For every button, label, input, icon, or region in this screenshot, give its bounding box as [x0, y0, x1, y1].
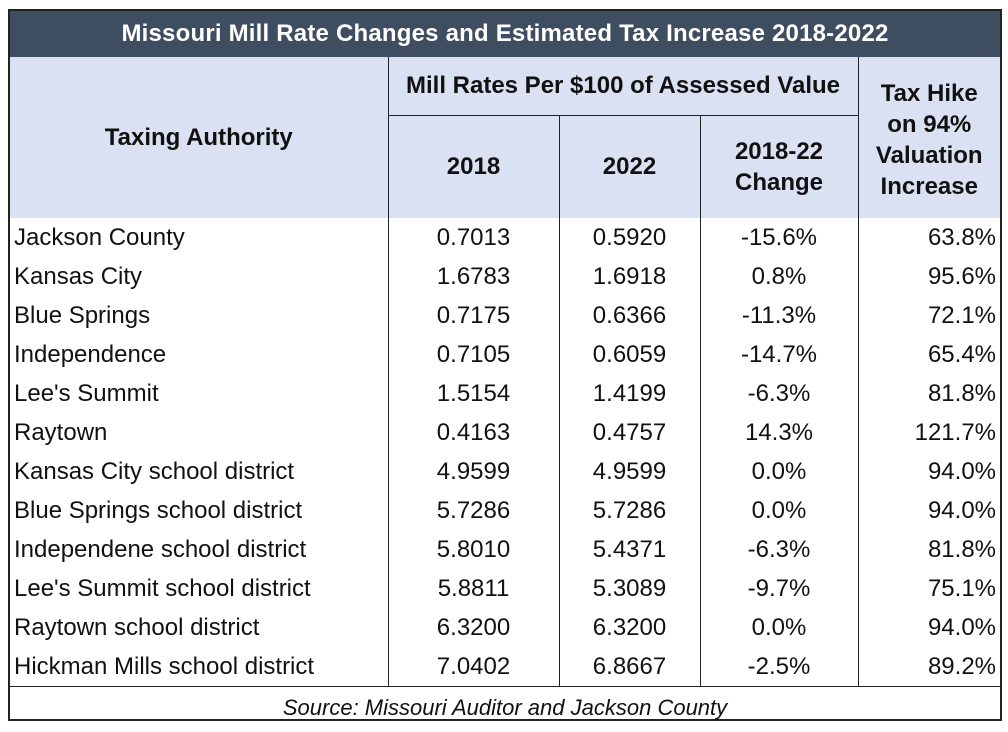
tax-hike-cell: 81.8% — [857, 374, 1001, 413]
rate-2022-cell: 5.3089 — [558, 569, 700, 608]
change-cell: 0.8% — [699, 257, 858, 296]
header-mill-rates-group: Mill Rates Per $100 of Assessed Value — [387, 57, 858, 116]
change-cell: 0.0% — [699, 608, 858, 647]
rate-2018-cell: 0.7175 — [387, 296, 559, 335]
table-row: Jackson County 0.7013 0.5920 -15.6% 63.8% — [10, 218, 1001, 257]
authority-cell: Independence — [14, 340, 167, 368]
authority-cell: Jackson County — [14, 223, 185, 251]
table-row: Independence 0.7105 0.6059 -14.7% 65.4% — [10, 335, 1001, 374]
change-cell: -6.3% — [699, 530, 858, 569]
tax-hike-cell: 94.0% — [857, 608, 1001, 647]
source-note: Source: Missouri Auditor and Jackson Cou… — [10, 686, 1001, 729]
rate-2018-cell: 1.5154 — [387, 374, 559, 413]
change-cell: 0.0% — [699, 491, 858, 530]
table-row: Blue Springs school district 5.7286 5.7286… — [10, 491, 1001, 530]
rate-2022-cell: 1.6918 — [558, 257, 700, 296]
authority-cell: Blue Springs — [14, 301, 151, 329]
header-taxing-authority: Taxing Authority — [10, 57, 388, 218]
rate-2018-cell: 1.6783 — [387, 257, 559, 296]
header-tax-hike-line: Valuation — [875, 142, 983, 169]
rate-2022-cell: 5.7286 — [558, 491, 700, 530]
rate-2022-cell: 5.4371 — [558, 530, 700, 569]
header-tax-hike-line: Tax Hike — [880, 79, 978, 107]
change-cell: -6.3% — [699, 374, 858, 413]
table-row: Kansas City school district 4.9599 4.9599 0… — [10, 452, 1001, 491]
header-change: 2018-22 Change — [699, 115, 858, 218]
change-cell: -14.7% — [699, 335, 858, 374]
authority-cell: Kansas City — [14, 262, 143, 290]
header-change-line: 2018-22 — [734, 137, 824, 165]
authority-cell: Raytown — [14, 418, 108, 446]
tax-hike-cell: 89.2% — [857, 647, 1001, 687]
header-2022: 2022 — [558, 115, 700, 218]
authority-cell: Kansas City school district — [14, 457, 295, 485]
tax-hike-cell: 94.0% — [857, 491, 1001, 530]
table-row: Hickman Mills school district 7.0402 6.866… — [10, 647, 1001, 687]
table-row: Blue Springs 0.7175 0.6366 -11.3% 72.1% — [10, 296, 1001, 335]
rate-2018-cell: 5.8811 — [387, 569, 559, 608]
tax-hike-cell: 63.8% — [857, 218, 1001, 257]
rate-2022-cell: 0.6059 — [558, 335, 700, 374]
table-row: Raytown school district 6.3200 6.3200 0.0% 9… — [10, 608, 1001, 647]
tax-hike-cell: 121.7% — [857, 413, 1001, 452]
authority-cell: Raytown school district — [14, 613, 260, 641]
header-tax-hike-line: on 94% — [887, 110, 972, 138]
table-row: Raytown 0.4163 0.4757 14.3% 121.7% — [10, 413, 1001, 452]
tax-hike-cell: 95.6% — [857, 257, 1001, 296]
rate-2018-cell: 7.0402 — [387, 647, 559, 687]
header-tax-hike-line: Increase — [880, 173, 978, 201]
rate-2018-cell: 5.7286 — [387, 491, 559, 530]
change-cell: 0.0% — [699, 452, 858, 491]
table-title: Missouri Mill Rate Changes and Estimated… — [10, 11, 1001, 57]
change-cell: -2.5% — [699, 647, 858, 687]
table-row: Independene school district 5.8010 5.4371-… — [10, 530, 1001, 569]
rate-2018-cell: 0.7013 — [387, 218, 559, 257]
rate-2018-cell: 4.9599 — [387, 452, 559, 491]
tax-hike-cell: 81.8% — [857, 530, 1001, 569]
authority-cell: Independene school district — [14, 535, 307, 563]
header-change-line: Change — [734, 169, 823, 196]
header-tax-hike: Tax Hike on 94% Valuation Increase — [857, 57, 1001, 218]
rate-2018-cell: 0.4163 — [387, 413, 559, 452]
authority-cell: Blue Springs school district — [14, 496, 303, 524]
change-cell: -15.6% — [699, 218, 858, 257]
rate-2018-cell: 5.8010 — [387, 530, 559, 569]
rate-2022-cell: 0.4757 — [558, 413, 700, 452]
authority-cell: Lee's Summit — [14, 379, 159, 407]
rate-2022-cell: 6.3200 — [558, 608, 700, 647]
tax-hike-cell: 65.4% — [857, 335, 1001, 374]
rate-2018-cell: 0.7105 — [387, 335, 559, 374]
rate-2022-cell: 6.8667 — [558, 647, 700, 687]
tax-hike-cell: 94.0% — [857, 452, 1001, 491]
table-row: Kansas City 1.6783 1.6918 0.8% 95.6% — [10, 257, 1001, 296]
tax-hike-cell: 75.1% — [857, 569, 1001, 608]
mill-rate-table-frame: Missouri Mill Rate Changes and Estimated… — [8, 9, 1002, 729]
table-row: Lee's Summit school district 5.8811 5.3089… — [10, 569, 1001, 608]
table-row: Lee's Summit 1.5154 1.4199 -6.3% 81.8% — [10, 374, 1001, 413]
mill-rate-table: Missouri Mill Rate Changes and Estimated… — [10, 11, 1001, 729]
authority-cell: Lee's Summit school district — [14, 574, 311, 602]
authority-cell: Hickman Mills school district — [14, 652, 315, 680]
rate-2022-cell: 4.9599 — [558, 452, 700, 491]
rate-2022-cell: 1.4199 — [558, 374, 700, 413]
rate-2022-cell: 0.6366 — [558, 296, 700, 335]
change-cell: -9.7% — [699, 569, 858, 608]
change-cell: -11.3% — [699, 296, 858, 335]
header-2018: 2018 — [387, 115, 559, 218]
table-body: Jackson County 0.7013 0.5920 -15.6% 63.8% Kan… — [10, 218, 1001, 687]
rate-2022-cell: 0.5920 — [558, 218, 700, 257]
tax-hike-cell: 72.1% — [857, 296, 1001, 335]
change-cell: 14.3% — [699, 413, 858, 452]
rate-2018-cell: 6.3200 — [387, 608, 559, 647]
